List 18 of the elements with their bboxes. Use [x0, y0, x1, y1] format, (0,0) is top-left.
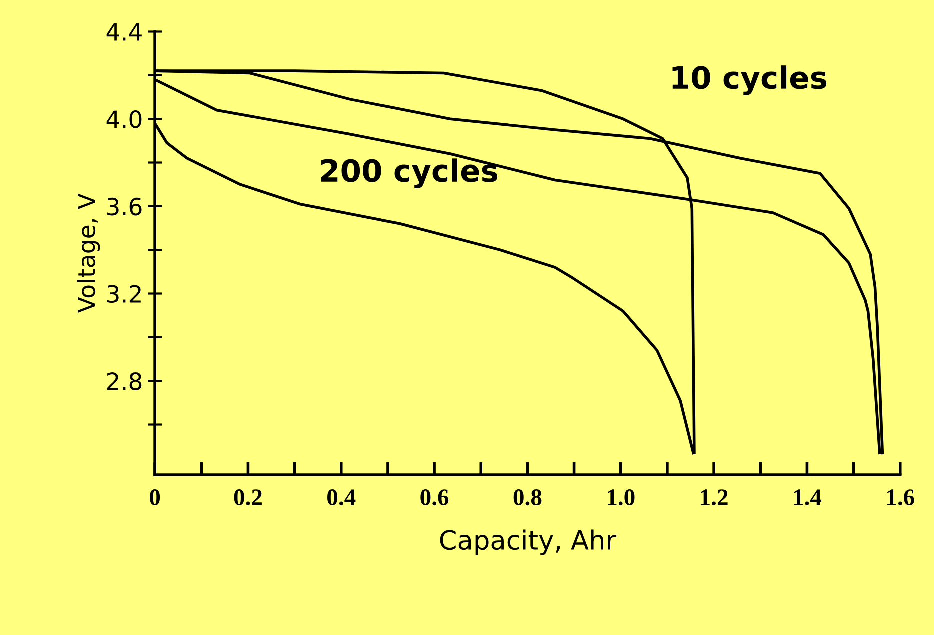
y-tick-label: 4.0: [106, 110, 142, 128]
x-tick-label: 1.4: [794, 490, 822, 506]
x-axis-title: Capacity, Ahr: [440, 530, 617, 556]
y-axis-title: Voltage, V: [77, 194, 100, 314]
x-tick-label: 0: [150, 490, 160, 506]
y-tick-label: 3.2: [107, 285, 141, 304]
annotation: 10 cycles: [672, 66, 827, 96]
x-tick-label: 0.4: [328, 490, 356, 506]
x-tick-label: 0.2: [234, 490, 262, 506]
x-tick-label: 1.0: [608, 490, 635, 506]
x-tick-label: 0.8: [514, 490, 542, 506]
x-tick-label: 0.6: [420, 490, 449, 506]
y-tick-label: 2.8: [107, 372, 142, 390]
y-tick-label: 4.4: [106, 24, 142, 41]
annotation: 200 cycles: [321, 158, 498, 188]
x-tick-label: 1.2: [701, 490, 728, 506]
y-tick-label: 3.6: [107, 198, 142, 216]
x-tick-label: 1.6: [888, 490, 914, 506]
